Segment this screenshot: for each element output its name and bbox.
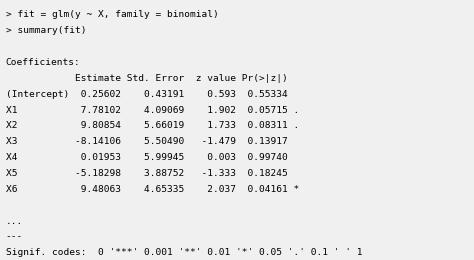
Text: ---: --- xyxy=(6,232,23,242)
Text: X5          -5.18298    3.88752   -1.333  0.18245: X5 -5.18298 3.88752 -1.333 0.18245 xyxy=(6,169,305,178)
Text: X1           7.78102    4.09069    1.902  0.05715 .: X1 7.78102 4.09069 1.902 0.05715 . xyxy=(6,106,305,115)
Text: > fit = glm(y ~ X, family = binomial): > fit = glm(y ~ X, family = binomial) xyxy=(6,10,219,20)
Text: (Intercept)  0.25602    0.43191    0.593  0.55334: (Intercept) 0.25602 0.43191 0.593 0.5533… xyxy=(6,90,305,99)
Text: X6           9.48063    4.65335    2.037  0.04161 *: X6 9.48063 4.65335 2.037 0.04161 * xyxy=(6,185,305,194)
Text: Estimate Std. Error  z value Pr(>|z|): Estimate Std. Error z value Pr(>|z|) xyxy=(6,74,305,83)
Text: Coefficients:: Coefficients: xyxy=(6,58,81,67)
Text: Signif. codes:  0 '***' 0.001 '**' 0.01 '*' 0.05 '.' 0.1 ' ' 1: Signif. codes: 0 '***' 0.001 '**' 0.01 '… xyxy=(6,248,362,257)
Text: ...: ... xyxy=(6,217,23,226)
Text: X3          -8.14106    5.50490   -1.479  0.13917: X3 -8.14106 5.50490 -1.479 0.13917 xyxy=(6,137,305,146)
Text: X4           0.01953    5.99945    0.003  0.99740: X4 0.01953 5.99945 0.003 0.99740 xyxy=(6,153,305,162)
Text: X2           9.80854    5.66019    1.733  0.08311 .: X2 9.80854 5.66019 1.733 0.08311 . xyxy=(6,121,305,131)
Text: > summary(fit): > summary(fit) xyxy=(6,26,86,35)
